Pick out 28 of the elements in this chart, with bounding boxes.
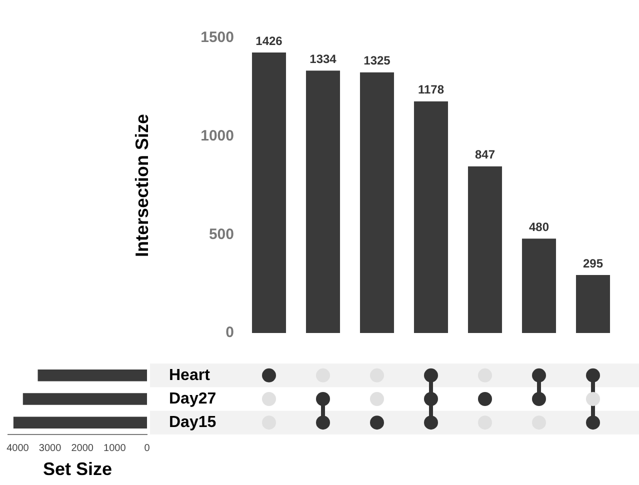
data-label: 847 bbox=[474, 148, 496, 162]
x-tick-label: 2000 bbox=[71, 443, 94, 454]
bar bbox=[22, 393, 147, 405]
bar bbox=[522, 238, 556, 333]
x-axis-title: Set Size bbox=[42, 459, 112, 480]
bar bbox=[360, 72, 394, 333]
data-label: 480 bbox=[528, 220, 550, 234]
bar bbox=[252, 52, 286, 333]
x-tick-label: 4000 bbox=[6, 443, 30, 454]
y-axis-title: Intersection Size bbox=[132, 114, 152, 258]
data-label: 1178 bbox=[418, 82, 444, 97]
bar bbox=[306, 70, 340, 333]
data-label: 1334 bbox=[310, 52, 337, 66]
y-tick-label: 0 bbox=[226, 324, 234, 342]
data-label: 295 bbox=[582, 256, 604, 270]
x-tick-label: 3000 bbox=[38, 443, 62, 454]
y-tick-label: 500 bbox=[208, 226, 234, 243]
bar bbox=[414, 101, 448, 333]
y-tick-label: 1500 bbox=[200, 29, 234, 46]
x-tick-label: 1000 bbox=[104, 443, 126, 454]
bar bbox=[468, 166, 502, 333]
x-tick-label: 0 bbox=[144, 443, 150, 454]
data-label: 1325 bbox=[364, 54, 391, 68]
data-label: 1426 bbox=[256, 34, 283, 48]
bar bbox=[13, 416, 147, 428]
bar bbox=[38, 370, 147, 382]
bar bbox=[576, 274, 610, 333]
y-tick-label: 1000 bbox=[200, 127, 234, 144]
